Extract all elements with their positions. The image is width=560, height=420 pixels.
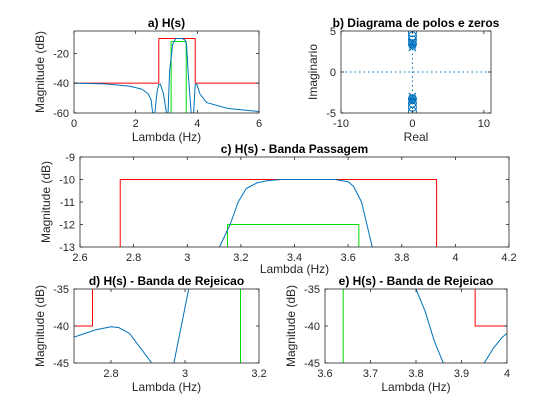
x-tick-label: 6 xyxy=(256,118,262,130)
x-tick-label: 4 xyxy=(194,118,200,130)
x-tick-label: 3.2 xyxy=(233,252,248,264)
y-tick-label: -45 xyxy=(53,358,69,370)
x-tick-label: 3.2 xyxy=(251,368,266,380)
chart-e: 3.6 3.7 3.8 3.9 4 -45 -40 -35 e) H(s) - Banda de… xyxy=(284,274,510,394)
pole-marker xyxy=(408,95,417,104)
y-tick-label: -35 xyxy=(53,284,69,296)
x-tick-label: 4 xyxy=(452,252,458,264)
y-tick-label: -60 xyxy=(53,108,69,120)
y-tick-label: -10 xyxy=(59,175,75,187)
x-tick-label: 3.4 xyxy=(287,252,302,264)
chart-title: d) H(s) - Banda de Rejeicao xyxy=(89,274,244,288)
x-axis-label: Lambda (Hz) xyxy=(132,380,201,394)
axes-box xyxy=(73,30,260,114)
x-tick-label: 3.8 xyxy=(394,252,409,264)
plot-series xyxy=(341,31,491,113)
zero-marker xyxy=(407,31,417,38)
x-tick-label: 3.6 xyxy=(340,252,355,264)
plot-area xyxy=(80,157,509,247)
green-mask-line xyxy=(170,40,187,113)
x-tick-label: 2.6 xyxy=(72,252,87,264)
x-tick-label: 3.6 xyxy=(317,368,332,380)
plot-series xyxy=(342,289,507,363)
x-tick-label: 3 xyxy=(184,252,190,264)
plot-series xyxy=(119,179,438,247)
x-axis-label: Lambda (Hz) xyxy=(381,380,450,394)
plot-series xyxy=(74,289,241,363)
pole-marker xyxy=(408,97,417,106)
y-tick-label: 5 xyxy=(330,26,336,38)
x-tick-label: 10 xyxy=(478,118,490,130)
y-tick-label: -5 xyxy=(326,108,336,120)
plot-series xyxy=(74,37,259,113)
y-tick-label: -40 xyxy=(53,78,69,90)
x-tick-label: -10 xyxy=(333,118,349,130)
y-tick-label: -20 xyxy=(53,48,69,60)
y-axis-label: Magnitude (dB) xyxy=(39,161,53,243)
y-axis-label: Imaginario xyxy=(306,44,320,100)
y-axis-label: Magnitude (dB) xyxy=(33,285,47,367)
y-tick-label: -40 xyxy=(304,321,320,333)
chart-title: a) H(s) xyxy=(148,16,185,30)
x-axis-label: Real xyxy=(404,130,429,144)
response-curve xyxy=(74,37,259,113)
response-curve xyxy=(218,179,373,247)
chart-b: -10 0 10 -5 0 5b) Diagrama de polos e zeros Re… xyxy=(306,16,500,144)
y-tick-label: -11 xyxy=(60,197,75,209)
pole-marker xyxy=(408,38,417,47)
x-tick-label: 3 xyxy=(182,368,188,380)
zero-marker xyxy=(407,35,417,45)
y-tick-label: -45 xyxy=(304,358,320,370)
chart-title: e) H(s) - Banda de Rejeicao xyxy=(339,274,494,288)
y-axis-label: Magnitude (dB) xyxy=(33,31,47,113)
x-tick-label: 2 xyxy=(133,118,139,130)
chart-c: 2.6 2.8 3 3.2 3.4 3.6 3.8 4 4.2 -13 -12 -11 -10 -9 c) … xyxy=(39,142,517,276)
plot-area xyxy=(74,289,259,363)
x-tick-label: 4 xyxy=(504,368,510,380)
zero-marker xyxy=(407,106,417,113)
x-tick-label: 0 xyxy=(71,118,77,130)
y-tick-label: -13 xyxy=(59,242,75,254)
x-tick-label: 2.8 xyxy=(126,252,141,264)
x-tick-label: 3.9 xyxy=(454,368,469,380)
pole-marker xyxy=(408,40,417,49)
x-tick-label: 4.2 xyxy=(501,252,516,264)
plot-area xyxy=(74,31,259,113)
y-tick-label: -9 xyxy=(65,152,75,164)
y-tick-label: -12 xyxy=(59,220,75,232)
green-mask-line xyxy=(226,224,360,247)
x-axis-label: Lambda (Hz) xyxy=(260,262,329,276)
x-tick-label: 0 xyxy=(409,118,415,130)
chart-a: 0 2 4 6 -60 -40 -20 a) H(s) Lambda (Hz) Magnitude… xyxy=(33,16,262,144)
response-curve xyxy=(483,333,507,363)
chart-title: c) H(s) - Banda Passagem xyxy=(221,142,368,156)
response-curve xyxy=(173,289,190,363)
y-tick-label: 0 xyxy=(330,67,336,79)
y-tick-label: -35 xyxy=(304,284,320,296)
chart-title: b) Diagrama de polos e zeros xyxy=(333,16,500,30)
red-mask-line xyxy=(74,289,93,327)
response-curve xyxy=(74,326,153,363)
x-tick-label: 2.8 xyxy=(103,368,118,380)
x-tick-label: 3.8 xyxy=(408,368,423,380)
y-axis-label: Magnitude (dB) xyxy=(284,285,298,367)
chart-d: 2.8 3 3.2 -45 -40 -35 d) H(s) - Banda de Rejei… xyxy=(33,274,267,394)
red-mask-line xyxy=(474,289,507,327)
y-tick-label: -40 xyxy=(53,321,69,333)
response-curve xyxy=(415,289,444,363)
x-axis-label: Lambda (Hz) xyxy=(132,130,201,144)
x-tick-label: 3.7 xyxy=(363,368,378,380)
